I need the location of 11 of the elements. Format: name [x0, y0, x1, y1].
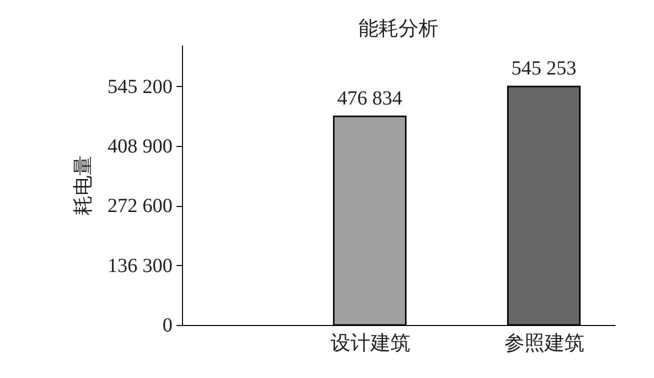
- y-tick-label: 0: [162, 314, 172, 336]
- data-label: 476 834: [337, 87, 402, 110]
- chart-title: 能耗分析: [358, 18, 438, 40]
- y-tick-label: 136 300: [108, 254, 172, 277]
- y-axis-title: 耗电量: [72, 156, 94, 216]
- y-tick-label: 408 900: [108, 136, 172, 158]
- data-label: 545 253: [511, 57, 576, 80]
- y-tick-label: 545 200: [108, 76, 172, 98]
- y-tick-label: 272 600: [108, 195, 172, 218]
- x-tick-label: 参照建筑: [504, 332, 584, 354]
- x-tick-label: 设计建筑: [330, 332, 410, 354]
